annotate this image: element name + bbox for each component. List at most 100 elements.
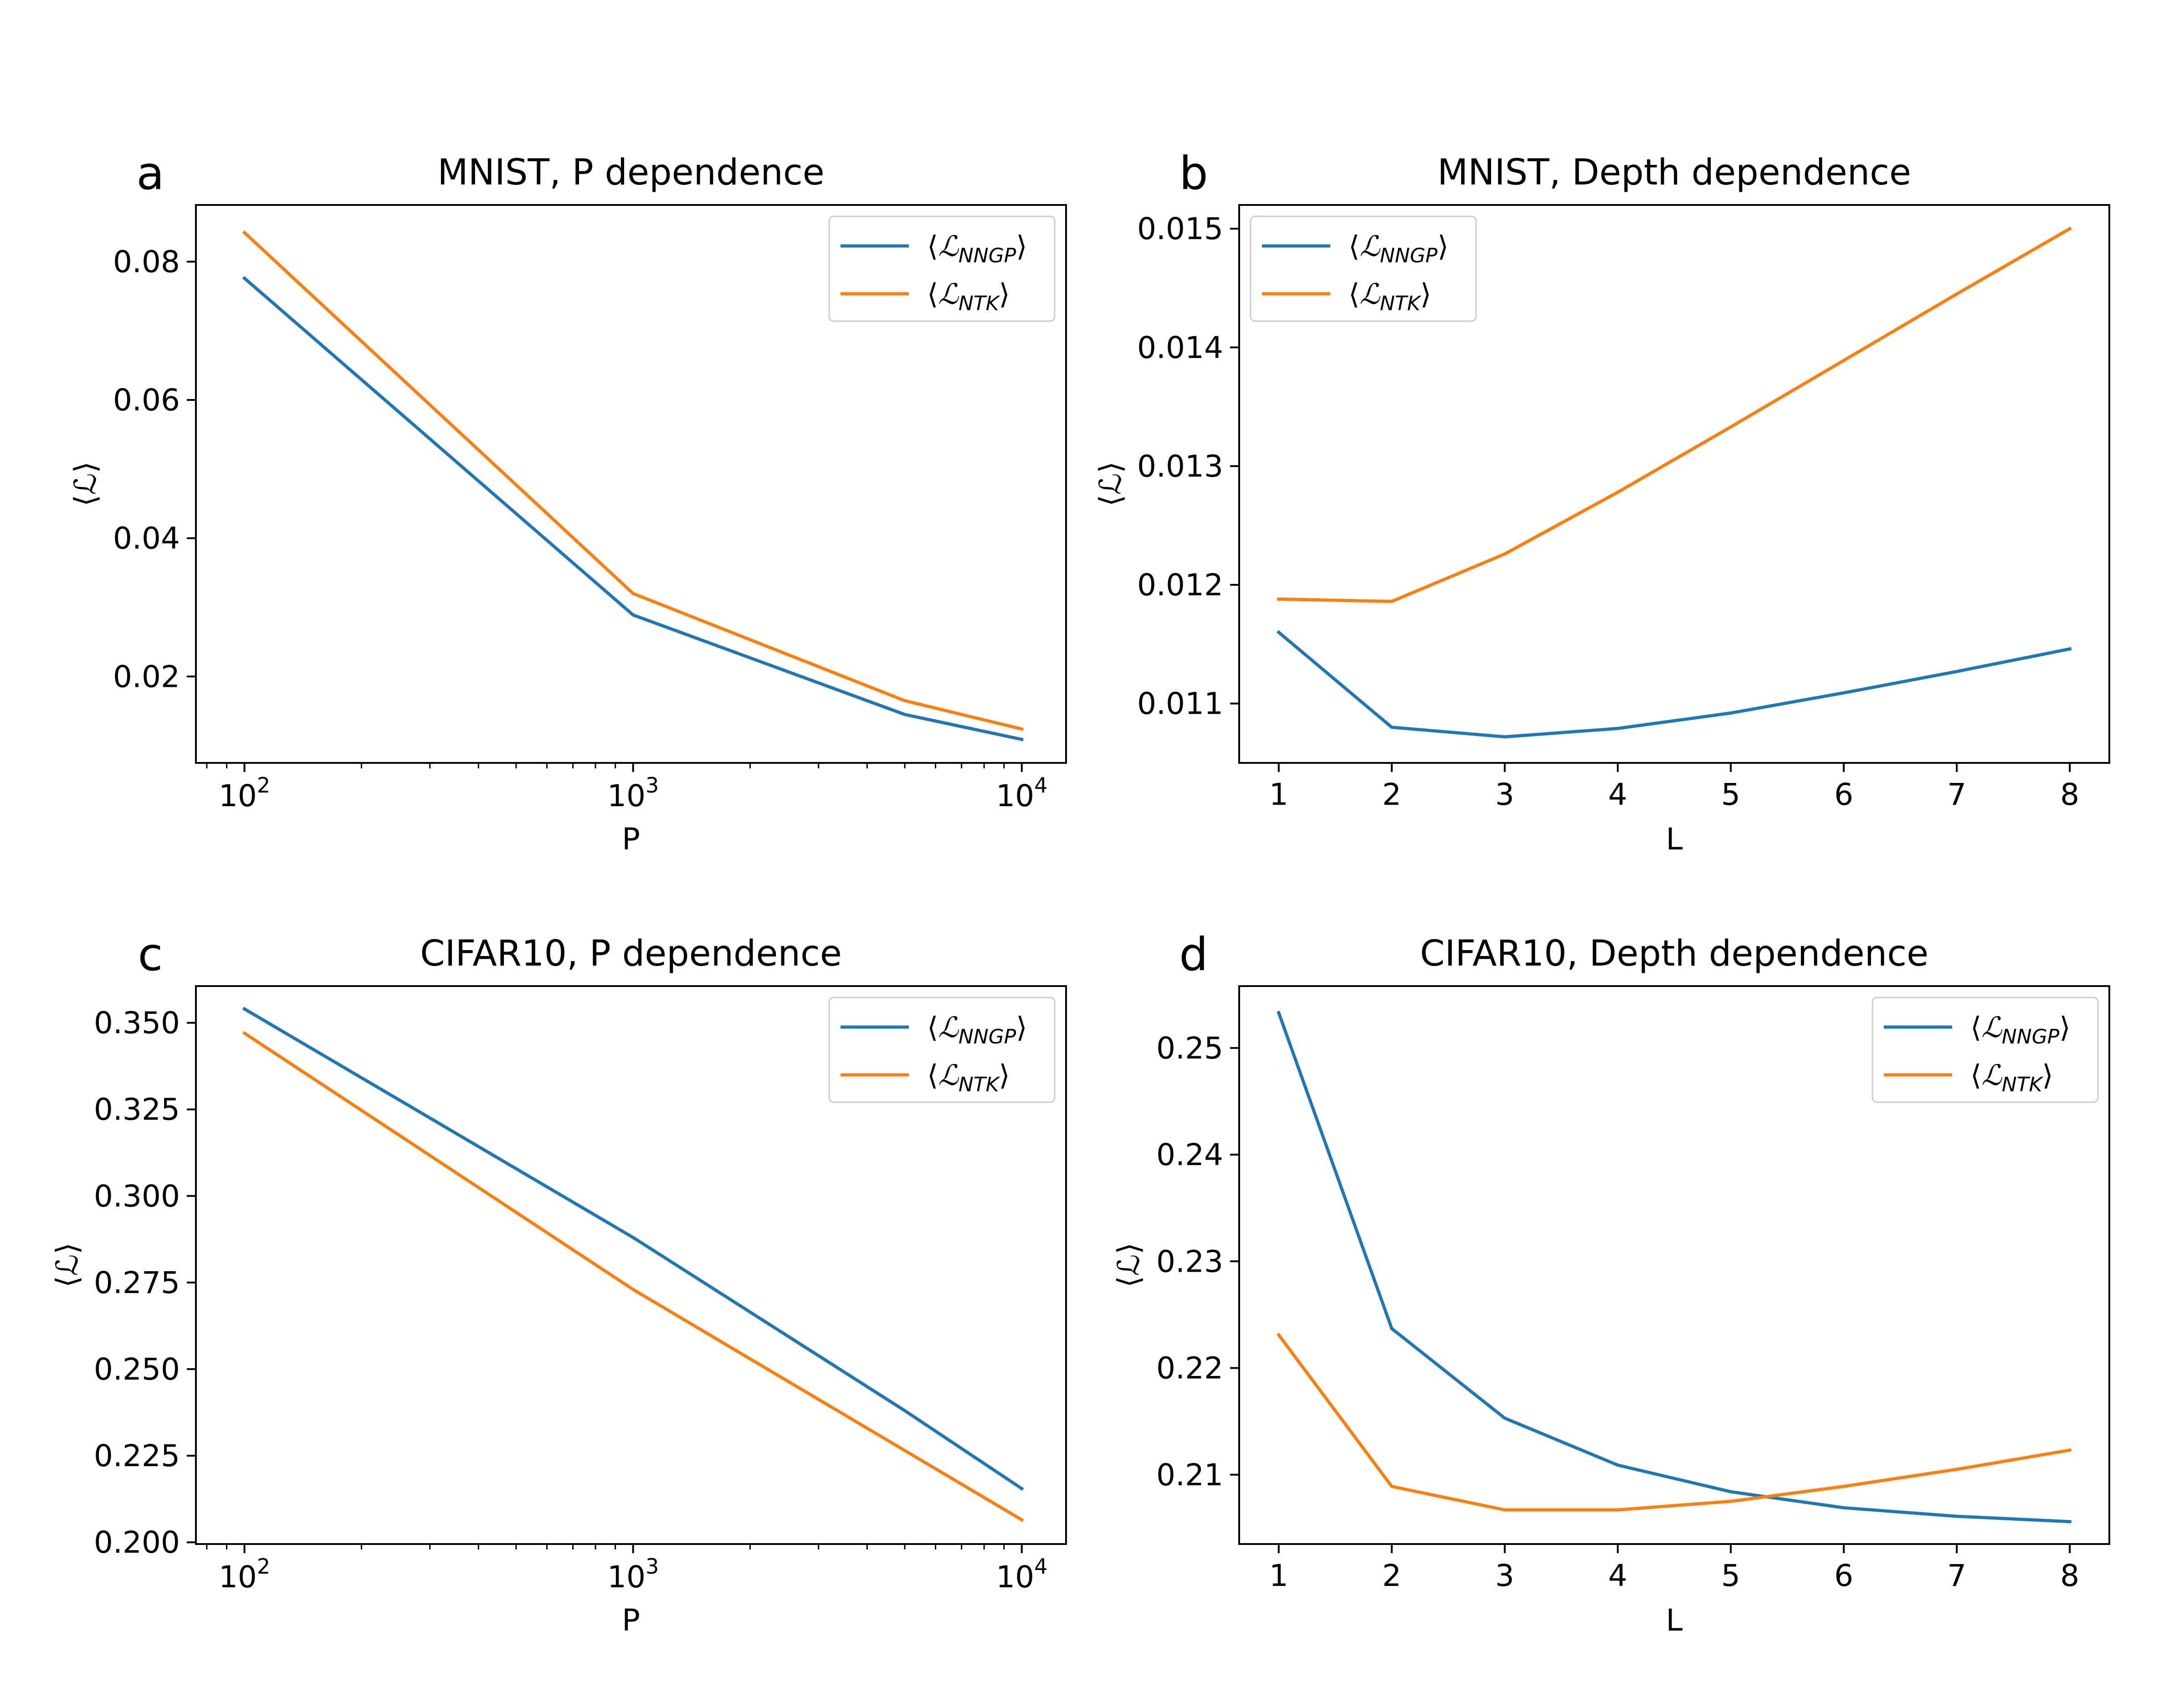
x-tick-label: 102	[219, 773, 270, 813]
x-tick-label: 1	[1269, 777, 1288, 812]
legend-symbol: ℒ	[1359, 277, 1380, 311]
y-axis-label: ⟨ℒ⟩	[68, 461, 103, 506]
legend-label-ntk: ⟨ℒNTK⟩	[927, 1059, 1010, 1096]
legend-symbol: ℒ	[1981, 1059, 2002, 1092]
x-tick-base: 10	[996, 778, 1034, 813]
legend-symbol: ℒ	[1359, 230, 1380, 263]
x-tick-exponent: 2	[257, 1554, 270, 1579]
x-tick-label: 7	[1947, 777, 1966, 812]
y-tick-label: 0.22	[1156, 1351, 1223, 1386]
y-tick-label: 0.23	[1156, 1244, 1223, 1279]
legend-subscript: NNGP	[959, 244, 1016, 267]
x-tick-label: 7	[1947, 1558, 1966, 1593]
y-tick-label: 0.08	[113, 244, 180, 279]
x-tick-label: 2	[1382, 777, 1401, 812]
legend: ⟨ℒNNGP⟩ ⟨ℒNTK⟩	[1872, 997, 2099, 1103]
panel-d: 1 2 3 4 5 6 7 8 0.21 0.22 0.23 0.24 0.25 L ⟨ℒ⟩ CIFAR10,…	[1111, 928, 2110, 1638]
x-tick-exponent: 4	[1034, 773, 1047, 798]
series-line-nngp	[242, 1007, 1024, 1491]
legend-subscript: NNGP	[1380, 244, 1438, 267]
x-tick-exponent: 4	[1034, 1554, 1047, 1579]
series-line-nngp	[1276, 630, 2072, 739]
x-tick-label: 102	[219, 1554, 270, 1595]
panel-letter: c	[138, 928, 163, 981]
legend-label-ntk: ⟨ℒNTK⟩	[1349, 277, 1431, 315]
y-tick-label: 0.21	[1156, 1457, 1223, 1493]
y-tick-label: 0.25	[1156, 1031, 1223, 1066]
legend-label-ntk: ⟨ℒNTK⟩	[1970, 1059, 2053, 1096]
legend-symbol: ℒ	[938, 1011, 959, 1044]
x-axis-label: L	[1666, 1603, 1683, 1638]
x-tick-label: 5	[1721, 777, 1740, 812]
legend-subscript: NTK	[1380, 292, 1422, 315]
y-tick-label: 0.011	[1137, 686, 1223, 721]
x-tick-base: 10	[219, 1560, 257, 1595]
y-tick-label: 0.24	[1156, 1137, 1223, 1172]
y-tick-label: 0.250	[94, 1352, 180, 1387]
series-line-ntk	[1277, 226, 2072, 603]
y-tick-label: 0.350	[94, 1006, 180, 1041]
y-tick-label: 0.014	[1137, 330, 1223, 365]
legend: ⟨ℒNNGP⟩ ⟨ℒNTK⟩	[828, 997, 1056, 1103]
x-tick-label: 103	[607, 773, 659, 813]
legend-label-ntk: ⟨ℒNTK⟩	[927, 277, 1010, 315]
series-line-ntk	[242, 1031, 1024, 1522]
x-tick-label: 104	[996, 773, 1047, 813]
x-tick-label: 1	[1269, 1558, 1288, 1593]
y-tick-label: 0.02	[113, 659, 180, 694]
x-axis-label: L	[1666, 822, 1683, 857]
y-axis-label: ⟨ℒ⟩	[50, 1243, 85, 1288]
x-tick-exponent: 3	[646, 1554, 659, 1579]
panel-title: CIFAR10, Depth dependence	[1420, 933, 1928, 974]
legend-label-nngp: ⟨ℒNNGP⟩	[927, 1011, 1027, 1048]
x-tick-label: 103	[607, 1554, 659, 1595]
x-tick-base: 10	[607, 1560, 646, 1595]
legend: ⟨ℒNNGP⟩ ⟨ℒNTK⟩	[1250, 215, 1477, 322]
x-tick-label: 3	[1495, 1558, 1514, 1593]
legend-label-nngp: ⟨ℒNNGP⟩	[1349, 230, 1449, 267]
series-line-ntk	[1276, 1333, 2072, 1512]
legend-subscript: NNGP	[959, 1025, 1016, 1048]
x-tick-label: 6	[1834, 777, 1853, 812]
axes-frame	[1238, 985, 2110, 1545]
series-line-nngp	[242, 276, 1024, 741]
legend-subscript: NNGP	[2002, 1025, 2060, 1048]
y-tick-label: 0.015	[1137, 211, 1223, 246]
y-axis-label: ⟨ℒ⟩	[1093, 461, 1128, 506]
panel-title: CIFAR10, P dependence	[420, 933, 842, 974]
x-tick-label: 4	[1608, 1558, 1627, 1593]
legend-symbol: ℒ	[938, 230, 959, 263]
panel-letter: a	[136, 147, 164, 200]
legend-label-nngp: ⟨ℒNNGP⟩	[1970, 1011, 2071, 1048]
legend: ⟨ℒNNGP⟩ ⟨ℒNTK⟩	[828, 215, 1056, 322]
panel-letter: b	[1179, 147, 1208, 200]
y-axis-label: ⟨ℒ⟩	[1111, 1243, 1146, 1288]
y-tick-label: 0.013	[1137, 449, 1223, 484]
panel-letter: d	[1179, 928, 1208, 981]
x-tick-label: 4	[1608, 777, 1627, 812]
y-tick-label: 0.325	[94, 1092, 180, 1127]
x-tick-label: 5	[1721, 1558, 1740, 1593]
legend-symbol: ℒ	[1981, 1011, 2002, 1044]
axes-frame	[195, 204, 1067, 764]
legend-symbol: ℒ	[938, 277, 959, 311]
panel-title: MNIST, P dependence	[437, 152, 824, 193]
y-tick-label: 0.225	[94, 1438, 180, 1473]
x-tick-label: 2	[1382, 1558, 1401, 1593]
y-tick-label: 0.300	[94, 1179, 180, 1214]
legend-subscript: NTK	[959, 292, 1000, 315]
x-tick-exponent: 2	[257, 773, 270, 798]
y-tick-label: 0.06	[113, 383, 180, 418]
x-tick-label: 3	[1495, 777, 1514, 812]
y-tick-label: 0.012	[1137, 568, 1223, 603]
panel-title: MNIST, Depth dependence	[1437, 152, 1911, 193]
x-tick-label: 8	[2060, 777, 2079, 812]
panel-c: 102 103 1040.2000.2250.2500.2750.3000.3250…	[50, 928, 1067, 1638]
x-tick-exponent: 3	[646, 773, 659, 798]
legend-subscript: NTK	[959, 1073, 1000, 1096]
y-tick-label: 0.200	[94, 1525, 180, 1560]
x-tick-base: 10	[219, 778, 257, 813]
axes-frame	[1238, 204, 2110, 764]
